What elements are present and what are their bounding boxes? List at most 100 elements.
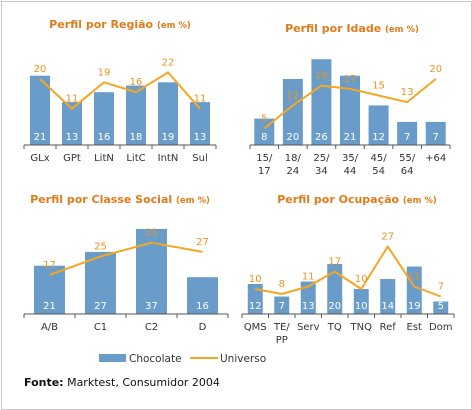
category-label: 55/64 (399, 153, 416, 177)
line-value-label: 18 (315, 71, 328, 82)
bar-value-label: 13 (194, 132, 207, 143)
line-value-label: 17 (43, 260, 56, 271)
bar (425, 121, 446, 145)
legend-label-chocolate: Chocolate (129, 353, 182, 365)
line-value-label: 31 (145, 228, 158, 239)
line-value-label: 8 (279, 279, 285, 290)
bar (274, 296, 290, 314)
category-label: IntN (158, 153, 179, 164)
bar (327, 264, 343, 314)
bar (380, 279, 396, 314)
bar-value-label: 19 (162, 132, 175, 143)
line-value-label: 16 (130, 77, 143, 88)
chart-panel-4: Perfil por Ocupação (em %) 12 7 13 20 10 14 19 5… (241, 193, 455, 346)
chart-title: Perfil por Região (em %) (49, 18, 191, 31)
bar-value-label: 5 (438, 301, 444, 312)
bar (247, 284, 263, 314)
line-value-label: 20 (34, 64, 47, 75)
category-label: LitN (94, 153, 114, 164)
bar-value-label: 12 (249, 301, 262, 312)
line-value-label: 20 (429, 64, 442, 75)
bar-value-label: 16 (196, 301, 209, 312)
source-text: Marktest, Consumidor 2004 (67, 376, 220, 389)
category-label: 45/54 (371, 153, 388, 177)
category-label: Sul (192, 153, 207, 164)
chart-title: Perfil por Idade (em %) (285, 22, 419, 35)
category-label: Dom (429, 322, 453, 333)
line-value-label: 11 (302, 272, 315, 283)
line-value-label: 27 (196, 237, 209, 248)
bar-value-label: 20 (286, 132, 299, 143)
chart-title: Perfil por Ocupação (em %) (277, 193, 437, 206)
legend-label-universo: Universo (220, 353, 266, 365)
line-value-label: 15 (372, 81, 385, 92)
bar (368, 105, 389, 145)
category-label: C1 (94, 322, 107, 333)
bar (94, 92, 114, 145)
bar-value-label: 19 (408, 301, 421, 312)
bar (433, 301, 449, 314)
line-value-label: 10 (249, 274, 262, 285)
bar-value-label: 13 (302, 301, 315, 312)
bar-value-label: 10 (355, 301, 368, 312)
bar (282, 79, 303, 145)
line-value-label: 13 (401, 87, 414, 98)
bar-value-label: 27 (94, 301, 107, 312)
bar-value-label: 21 (34, 132, 47, 143)
bar (340, 75, 360, 145)
universo-line (39, 71, 201, 110)
line-value-label: 11 (194, 94, 207, 105)
bar-value-label: 7 (433, 132, 439, 143)
legend: Chocolate Universo (99, 353, 266, 365)
source-label: Fonte: (24, 376, 64, 389)
bar (158, 82, 178, 145)
bar-value-label: 13 (66, 132, 79, 143)
bar-value-label: 14 (381, 301, 394, 312)
chart-panel-3: Perfil por Classe Social (em %) 21 27 37 16 1… (23, 193, 229, 333)
universo-line (263, 78, 437, 130)
bar-value-label: 12 (372, 132, 385, 143)
bar (353, 289, 369, 314)
category-label: Serv (297, 322, 320, 333)
category-label: C2 (145, 322, 158, 333)
bar (30, 75, 50, 145)
line-value-label: 25 (94, 242, 107, 253)
category-label: 18/24 (285, 153, 302, 177)
universo-line (255, 245, 442, 298)
bar-value-label: 7 (279, 301, 285, 312)
bar-value-label: 21 (43, 301, 56, 312)
category-label: 15/17 (256, 153, 273, 177)
bar-value-label: 18 (130, 132, 143, 143)
bar-value-label: 26 (315, 132, 328, 143)
bar-value-label: 21 (344, 132, 357, 143)
category-label: A/B (41, 322, 58, 333)
universo-line (49, 241, 203, 276)
bar (85, 251, 116, 314)
bar (397, 121, 418, 145)
bar-value-label: 20 (328, 301, 341, 312)
bar-value-label: 37 (145, 301, 158, 312)
bar (34, 265, 65, 314)
bar (62, 102, 82, 145)
bar-value-label: 7 (404, 132, 410, 143)
line-value-label: 11 (66, 94, 79, 105)
line-value-label: 17 (344, 74, 357, 85)
line-value-label: 7 (438, 282, 444, 293)
category-label: Ref (380, 322, 397, 333)
line-value-label: 17 (328, 257, 341, 268)
bar-value-label: 16 (98, 132, 111, 143)
chart-title: Perfil por Classe Social (em %) (30, 193, 210, 206)
category-label: GPt (63, 153, 81, 164)
line-value-label: 22 (162, 57, 175, 68)
category-label: +64 (425, 153, 446, 164)
bar (311, 59, 332, 146)
line-value-label: 19 (98, 67, 111, 78)
line-value-label: 12 (286, 90, 299, 101)
bar (126, 85, 146, 145)
category-label: Est (407, 322, 423, 333)
category-label: TQ (327, 322, 342, 333)
legend-swatch-chocolate (99, 354, 126, 362)
line-value-label: 11 (408, 272, 421, 283)
